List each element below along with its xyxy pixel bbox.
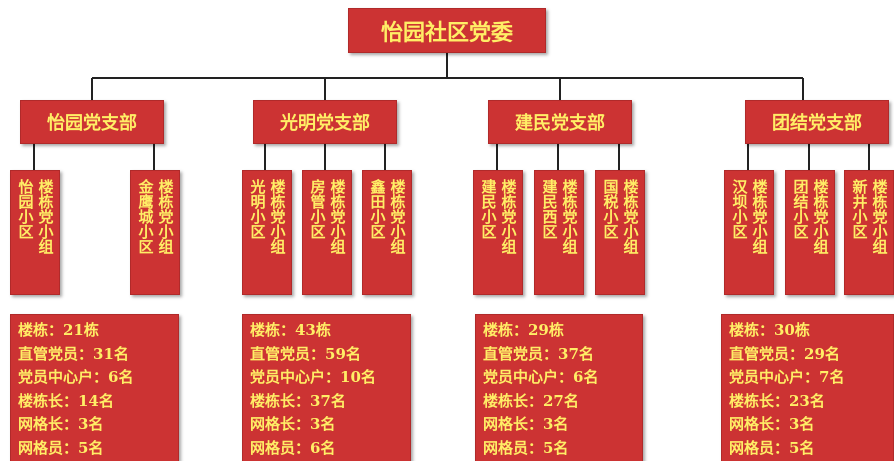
- stat-line: 楼栋长：14名: [18, 391, 114, 410]
- stat-line: 楼栋长：27名: [483, 391, 579, 410]
- branch-2-group-3: 楼栋党小组 鑫田小区: [362, 170, 412, 295]
- stat-line: 网格员：5名: [729, 438, 815, 457]
- group-line-2: 新井小区: [850, 179, 869, 239]
- group-line-1: 楼栋党小组: [499, 179, 518, 254]
- branch-4-group-3: 楼栋党小组 新井小区: [844, 170, 894, 295]
- stat-line: 党员中心户：7名: [729, 368, 845, 386]
- group-line-1: 楼栋党小组: [328, 179, 347, 254]
- branch-4-group-2: 楼栋党小组 团结小区: [785, 170, 835, 295]
- group-line-1: 楼栋党小组: [388, 179, 407, 254]
- branch-3-group-3: 楼栋党小组 国税小区: [595, 170, 645, 295]
- group-line-1: 楼栋党小组: [621, 179, 640, 254]
- branch-2-name: 光明党支部: [280, 113, 370, 134]
- stat-line: 楼栋：43栋: [250, 321, 331, 339]
- branch-1-group-2: 楼栋党小组 金鹰城小区: [130, 170, 180, 295]
- group-line-2: 建民小区: [479, 179, 498, 239]
- stat-line: 楼栋：21栋: [18, 321, 99, 339]
- group-line-2: 怡园小区: [16, 179, 35, 239]
- group-line-1: 楼栋党小组: [268, 179, 287, 254]
- stat-line: 楼栋长：37名: [250, 391, 346, 410]
- stat-line: 楼栋：29栋: [483, 321, 564, 339]
- stat-line: 直管党员：29名: [729, 344, 840, 363]
- group-line-1: 楼栋党小组: [750, 179, 769, 254]
- group-line-1: 楼栋党小组: [36, 179, 55, 254]
- branch-3-stats: 楼栋：29栋 直管党员：37名 党员中心户：6名 楼栋长：27名 网格长：3名 …: [475, 314, 643, 461]
- stat-line: 网格长：3名: [18, 415, 104, 433]
- group-line-2: 汉坝小区: [730, 179, 749, 239]
- stat-line: 直管党员：31名: [18, 344, 129, 363]
- group-line-2: 国税小区: [601, 179, 620, 239]
- group-line-1: 楼栋党小组: [560, 179, 579, 254]
- group-line-2: 光明小区: [248, 179, 267, 239]
- group-line-1: 楼栋党小组: [811, 179, 830, 254]
- branch-2-box: 光明党支部: [253, 100, 397, 144]
- stat-line: 楼栋长：23名: [729, 391, 825, 410]
- branch-3-group-2: 楼栋党小组 建民西区: [534, 170, 584, 295]
- stat-line: 网格员：6名: [250, 438, 336, 457]
- group-line-2: 鑫田小区: [368, 179, 387, 239]
- branch-3-name: 建民党支部: [515, 113, 605, 134]
- stat-line: 网格长：3名: [729, 415, 815, 433]
- group-line-2: 金鹰城小区: [136, 179, 155, 254]
- stat-line: 直管党员：59名: [250, 344, 361, 363]
- branch-2-group-2: 楼栋党小组 房管小区: [302, 170, 352, 295]
- stat-line: 网格员：5名: [483, 438, 569, 457]
- branch-2-group-1: 楼栋党小组 光明小区: [242, 170, 292, 295]
- branch-4-name: 团结党支部: [772, 113, 862, 134]
- branch-2-stats: 楼栋：43栋 直管党员：59名 党员中心户：10名 楼栋长：37名 网格长：3名…: [242, 314, 411, 461]
- stat-line: 网格长：3名: [483, 415, 569, 433]
- branch-4-box: 团结党支部: [745, 100, 889, 144]
- stat-line: 楼栋：30栋: [729, 321, 810, 339]
- branch-4-group-1: 楼栋党小组 汉坝小区: [724, 170, 774, 295]
- branch-1-name: 怡园党支部: [47, 113, 137, 134]
- group-line-2: 团结小区: [791, 179, 810, 239]
- group-line-1: 楼栋党小组: [156, 179, 175, 254]
- stat-line: 直管党员：37名: [483, 344, 594, 363]
- stat-line: 党员中心户：6名: [18, 368, 134, 386]
- group-line-1: 楼栋党小组: [870, 179, 889, 254]
- stat-line: 网格员：5名: [18, 438, 104, 457]
- branch-1-box: 怡园党支部: [20, 100, 164, 144]
- root-title: 怡园社区党委: [380, 19, 513, 46]
- stat-line: 党员中心户：6名: [483, 368, 599, 386]
- branch-4-stats: 楼栋：30栋 直管党员：29名 党员中心户：7名 楼栋长：23名 网格长：3名 …: [721, 314, 894, 461]
- group-line-2: 房管小区: [308, 179, 327, 239]
- branch-3-box: 建民党支部: [488, 100, 632, 144]
- stat-line: 网格长：3名: [250, 415, 336, 433]
- branch-1-group-1: 楼栋党小组 怡园小区: [10, 170, 60, 295]
- branch-1-stats: 楼栋：21栋 直管党员：31名 党员中心户：6名 楼栋长：14名 网格长：3名 …: [10, 314, 179, 461]
- root-party-committee: 怡园社区党委: [348, 8, 546, 53]
- group-line-2: 建民西区: [540, 179, 559, 239]
- stat-line: 党员中心户：10名: [250, 368, 376, 386]
- branch-3-group-1: 楼栋党小组 建民小区: [473, 170, 523, 295]
